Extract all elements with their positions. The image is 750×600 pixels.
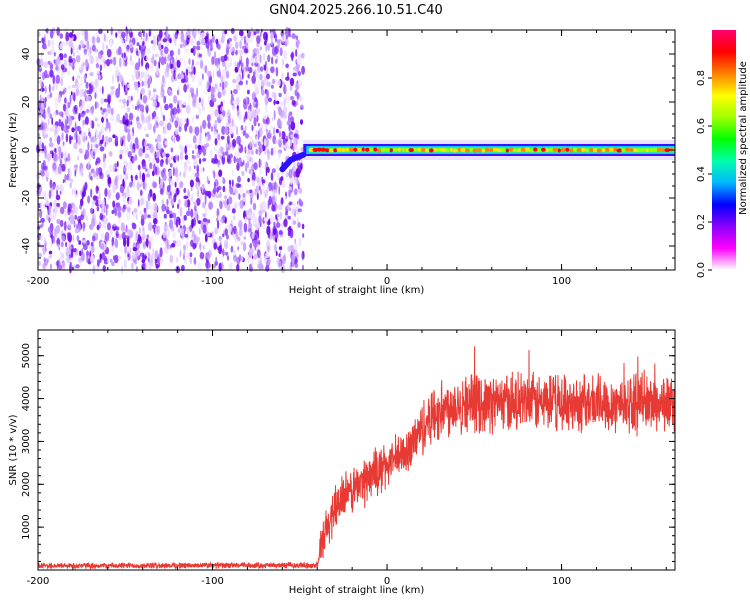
x-tick-label: 0 [384, 276, 390, 287]
y-tick-label: 0 [21, 147, 32, 153]
colorbar-tick-label: 0.8 [696, 70, 707, 86]
y-tick-label: -20 [21, 190, 32, 206]
y-tick-label: 20 [21, 96, 32, 109]
snr-panel: -200 -100 0 100 1000 2000 3000 4000 5000 Height o… [8, 329, 676, 596]
y-tick-label: 5000 [21, 343, 32, 368]
colorbar: 0.0 0.2 0.4 0.6 0.8 Normalized spectral ampli… [696, 30, 749, 278]
x-tick-label: -100 [201, 576, 224, 587]
y-tick-label: 1000 [21, 514, 32, 539]
colorbar-tick-label: 0.2 [696, 214, 707, 230]
x-tick-label: -200 [27, 276, 50, 287]
y-tick-label: 4000 [21, 386, 32, 411]
x-tick-label: 0 [384, 576, 390, 587]
signal-onset [279, 151, 307, 173]
y-tick-label: 2000 [21, 472, 32, 497]
y-axis-label: SNR (10 * v/v) [8, 414, 19, 485]
snr-series-line [37, 346, 676, 571]
y-tick-label: -40 [21, 238, 32, 254]
y-tick-label: 40 [21, 48, 32, 61]
colorbar-tick-label: 0.4 [696, 166, 707, 182]
colorbar-tick-label: 0.6 [696, 118, 707, 134]
x-tick-label: 100 [552, 576, 571, 587]
y-axis-label: Frequency (Hz) [8, 112, 19, 188]
chart-title: GN04.2025.266.10.51.C40 [269, 3, 443, 18]
x-axis-label: Height of straight line (km) [289, 585, 425, 596]
y-tick-label: 3000 [21, 429, 32, 454]
colorbar-gradient [712, 30, 736, 270]
signal-band [279, 140, 675, 173]
plot-background [38, 330, 675, 570]
x-tick-label: -200 [27, 576, 50, 587]
noise-speckles [36, 25, 305, 275]
colorbar-tick-label: 0.0 [696, 262, 707, 278]
x-axis-label: Height of straight line (km) [289, 285, 425, 296]
colorbar-label: Normalized spectral amplitude [738, 61, 749, 215]
x-tick-label: 100 [552, 276, 571, 287]
x-tick-label: -100 [201, 276, 224, 287]
